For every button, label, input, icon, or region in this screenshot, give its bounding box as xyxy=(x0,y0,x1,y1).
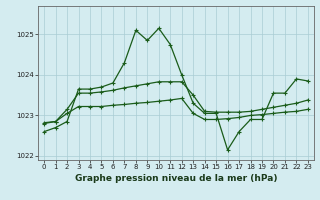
X-axis label: Graphe pression niveau de la mer (hPa): Graphe pression niveau de la mer (hPa) xyxy=(75,174,277,183)
